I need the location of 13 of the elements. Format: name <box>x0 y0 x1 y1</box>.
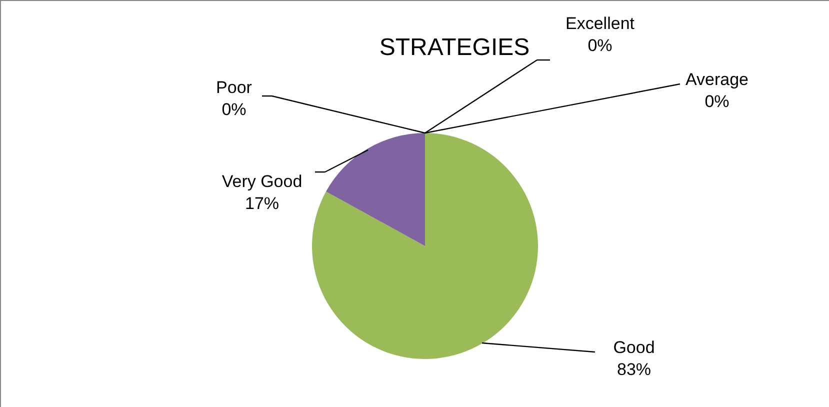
slice-label: Good <box>613 338 655 357</box>
category-label: Average <box>685 70 749 89</box>
slice-label: Very Good <box>222 172 302 191</box>
chart-title: STRATEGIES <box>379 34 530 61</box>
data-label: 17% <box>244 194 280 213</box>
text: 0% <box>588 36 612 55</box>
data-label: 83% <box>616 360 652 379</box>
legend-label: Poor <box>216 78 252 97</box>
category-label: Excellent <box>566 14 634 33</box>
text: 0% <box>222 100 246 119</box>
text: 0% <box>704 92 730 111</box>
pie-slice <box>326 133 425 246</box>
pie-slice <box>312 133 538 359</box>
